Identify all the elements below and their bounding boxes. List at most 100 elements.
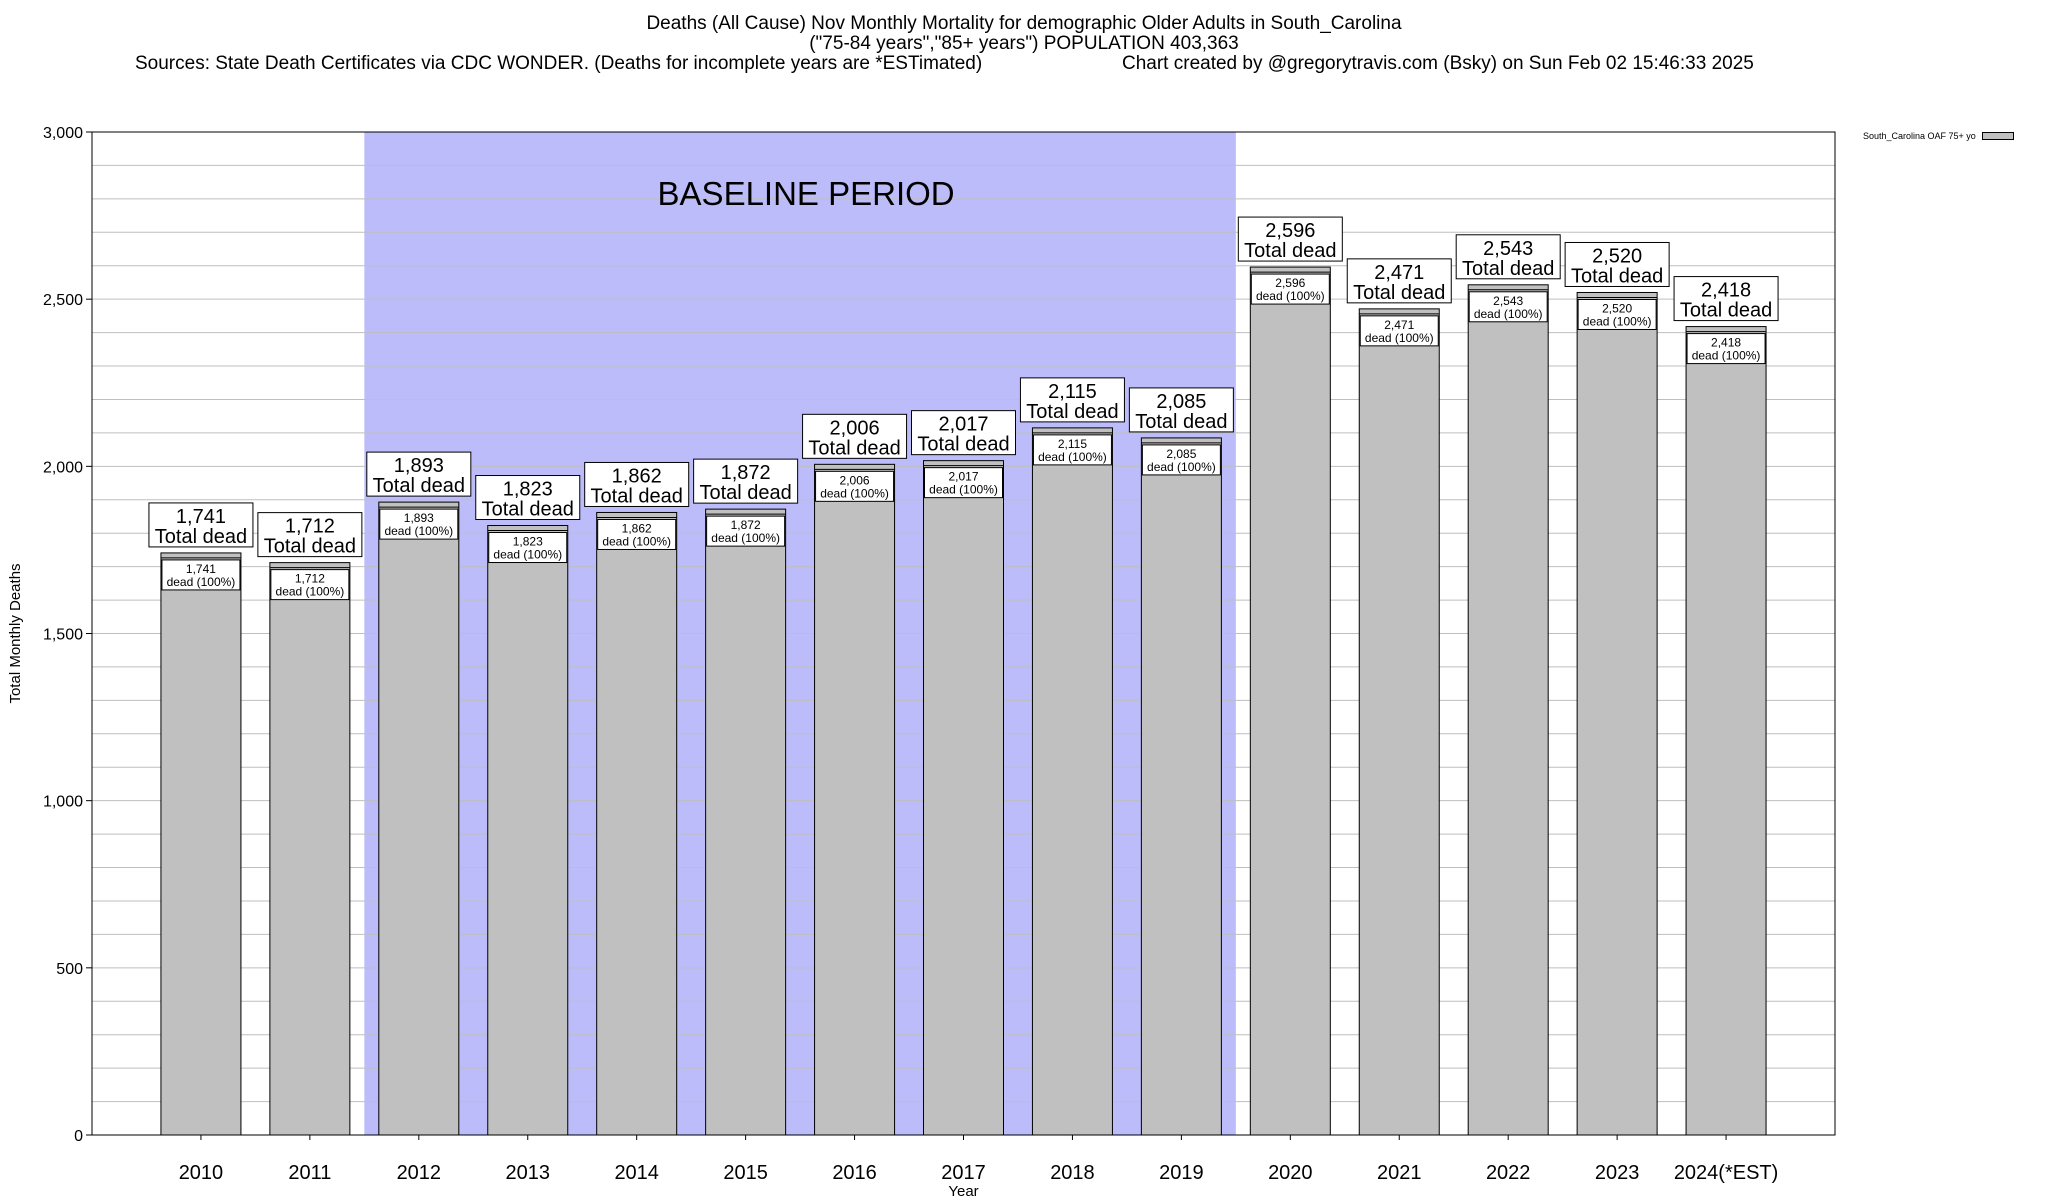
total-dead-label: Total dead (264, 536, 356, 558)
total-dead-label: Total dead (808, 437, 900, 459)
x-tick-label: 2023 (1595, 1162, 1640, 1184)
y-tick-label: 1,500 (43, 627, 83, 644)
x-tick-label: 2021 (1377, 1162, 1422, 1184)
chart-sources: Sources: State Death Certificates via CD… (135, 53, 983, 74)
inner-label-box (270, 569, 350, 601)
inner-percent-label: dead (100%) (1365, 331, 1434, 345)
bar (1685, 326, 1767, 1136)
bar (1140, 437, 1222, 1136)
y-tick-label: 500 (56, 961, 83, 978)
y-axis-label: Total Monthly Deaths (7, 563, 24, 703)
total-value-label: 2,006 (830, 417, 880, 439)
total-dead-label: Total dead (1244, 240, 1336, 262)
inner-label-box (161, 559, 241, 591)
inner-value-label: 2,596 (1275, 276, 1305, 290)
total-value-label: 2,471 (1374, 262, 1424, 284)
x-tick-label: 2010 (179, 1162, 224, 1184)
total-label-box (1128, 387, 1234, 433)
total-label-box (257, 512, 363, 558)
total-label-box (1455, 234, 1561, 280)
chart-subtitle: ("75-84 years","85+ years") POPULATION 4… (809, 33, 1239, 54)
total-value-label: 2,520 (1592, 245, 1642, 267)
inner-label-box (379, 508, 459, 540)
inner-value-label: 2,017 (948, 470, 978, 484)
bar (160, 552, 242, 1136)
inner-percent-label: dead (100%) (1038, 450, 1107, 464)
total-value-label: 1,741 (176, 506, 226, 528)
bar (269, 562, 351, 1136)
inner-value-label: 2,520 (1602, 301, 1632, 315)
x-tick-label: 2020 (1268, 1162, 1313, 1184)
bar (1249, 266, 1331, 1136)
inner-value-label: 2,471 (1384, 318, 1414, 332)
total-label-box (1019, 377, 1125, 423)
inner-label-box (1141, 444, 1221, 476)
inner-label-box (488, 532, 568, 564)
y-tick-label: 2,000 (43, 459, 83, 476)
inner-label-box (924, 467, 1003, 499)
chart-title: Deaths (All Cause) Nov Monthly Mortality… (646, 13, 1402, 34)
inner-label-box (1032, 434, 1112, 466)
legend: South_Carolina OAF 75+ yo (1863, 131, 2014, 141)
x-tick-label: 2011 (288, 1162, 331, 1184)
chart-credit: Chart created by @gregorytravis.com (Bsk… (1122, 53, 1754, 74)
bar (487, 525, 569, 1136)
inner-value-label: 2,085 (1166, 447, 1196, 461)
total-dead-label: Total dead (1680, 300, 1772, 322)
total-value-label: 1,823 (503, 479, 553, 501)
x-axis-label: Year (948, 1183, 978, 1200)
total-label-box (475, 475, 581, 521)
x-tick-label: 2022 (1486, 1162, 1531, 1184)
x-tick-label: 2012 (397, 1162, 442, 1184)
total-dead-label: Total dead (1026, 401, 1118, 423)
total-value-label: 1,872 (721, 462, 771, 484)
total-dead-label: Total dead (373, 475, 465, 497)
total-value-label: 2,115 (1048, 381, 1097, 403)
inner-value-label: 1,823 (513, 535, 543, 549)
inner-label-box (1468, 291, 1548, 323)
total-value-label: 2,596 (1265, 220, 1315, 242)
total-label-box (148, 502, 254, 548)
inner-percent-label: dead (100%) (493, 548, 562, 562)
inner-value-label: 1,893 (404, 511, 434, 525)
bar (596, 511, 678, 1136)
inner-percent-label: dead (100%) (1692, 349, 1761, 363)
inner-value-label: 1,712 (295, 572, 325, 586)
total-label-box (1564, 241, 1670, 287)
inner-percent-label: dead (100%) (929, 483, 998, 497)
x-tick-label: 2014 (614, 1162, 659, 1184)
inner-percent-label: dead (100%) (1583, 314, 1652, 328)
inner-value-label: 1,862 (622, 521, 652, 535)
inner-value-label: 2,006 (840, 473, 870, 487)
total-label-box (1237, 216, 1343, 262)
total-dead-label: Total dead (699, 482, 791, 504)
inner-value-label: 2,115 (1058, 437, 1087, 451)
x-tick-label: 2019 (1159, 1162, 1204, 1184)
total-dead-label: Total dead (1571, 265, 1663, 287)
inner-percent-label: dead (100%) (602, 534, 671, 548)
inner-label-box (1686, 333, 1766, 365)
legend-swatch (1981, 132, 2014, 140)
x-tick-label: 2018 (1050, 1162, 1095, 1184)
total-value-label: 2,418 (1701, 280, 1751, 302)
inner-value-label: 1,741 (186, 562, 216, 576)
bar (378, 501, 460, 1136)
total-label-box (911, 410, 1016, 456)
inner-label-box (1250, 273, 1330, 305)
total-value-label: 1,893 (394, 455, 444, 477)
y-tick-label: 2,500 (43, 292, 83, 309)
inner-percent-label: dead (100%) (1147, 460, 1216, 474)
bar (1467, 284, 1549, 1136)
bar (814, 463, 896, 1136)
x-tick-label: 2017 (941, 1162, 986, 1184)
total-label-box (1346, 258, 1452, 304)
total-label-box (584, 461, 690, 507)
bar (923, 460, 1004, 1136)
bar (1576, 291, 1658, 1136)
inner-percent-label: dead (100%) (711, 531, 780, 545)
x-tick-label: 2015 (723, 1162, 768, 1184)
y-tick-label: 3,000 (43, 125, 83, 142)
total-label-box (802, 413, 908, 459)
y-tick-label: 0 (74, 1128, 83, 1145)
total-value-label: 2,543 (1483, 238, 1533, 260)
